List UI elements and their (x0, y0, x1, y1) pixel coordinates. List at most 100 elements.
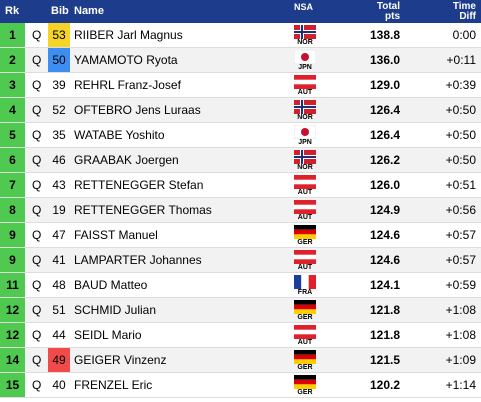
time-diff: +0:59 (445, 278, 476, 292)
nsa-code: AUT (297, 89, 313, 96)
result-row: 5 Q 35 WATABE Yoshito JPN 126.4 +0:50 (0, 123, 481, 148)
total-points: 126.4 (369, 103, 400, 117)
total-points: 124.6 (369, 228, 400, 242)
qualified: Q (32, 328, 42, 342)
header-total: Total (376, 1, 400, 12)
qualified: Q (32, 303, 42, 317)
rank: 5 (0, 123, 25, 147)
time-diff: +1:08 (445, 303, 476, 317)
rank: 8 (0, 198, 25, 222)
nsa-code: JPN (298, 64, 312, 71)
rank: 14 (0, 348, 25, 372)
time-diff: +1:14 (445, 378, 476, 392)
nsa-code: GER (297, 389, 313, 396)
result-row: 12 Q 44 SEIDL Mario AUT 121.8 +1:08 (0, 323, 481, 348)
athlete-name: LAMPARTER Johannes (74, 253, 202, 267)
flag (294, 250, 316, 264)
bib: 46 (52, 153, 66, 167)
athlete-name: RIIBER Jarl Magnus (74, 28, 183, 42)
flag (294, 50, 316, 64)
header-bib: Bib (51, 5, 69, 17)
athlete-name: GEIGER Vinzenz (74, 353, 167, 367)
total-points: 138.8 (369, 28, 400, 42)
header-name: Name (74, 5, 104, 17)
qualified: Q (32, 153, 42, 167)
result-row: 12 Q 51 SCHMID Julian GER 121.8 +1:08 (0, 298, 481, 323)
nsa-code: GER (297, 364, 313, 371)
qualified: Q (32, 378, 42, 392)
nsa-code: FRA (297, 289, 313, 296)
rank: 6 (0, 148, 25, 172)
time-diff: +0:39 (445, 78, 476, 92)
bib: 51 (52, 303, 66, 317)
header-nsa: NSA (294, 2, 314, 12)
result-row: 7 Q 43 RETTENEGGER Stefan AUT 126.0 +0:51 (0, 173, 481, 198)
time-diff: +0:11 (446, 53, 476, 67)
flag (294, 300, 316, 314)
qualified: Q (32, 53, 42, 67)
time-diff: 0:00 (452, 28, 476, 42)
result-row: 11 Q 48 BAUD Matteo FRA 124.1 +0:59 (0, 273, 481, 298)
nsa-code: AUT (297, 214, 313, 221)
time-diff: +0:56 (445, 203, 476, 217)
time-diff: +0:57 (445, 228, 476, 242)
flag (294, 225, 316, 239)
bib: 44 (52, 328, 66, 342)
total-points: 121.8 (369, 328, 400, 342)
bib: 39 (52, 78, 66, 92)
header-diff: Diff (459, 11, 476, 22)
total-points: 126.0 (369, 178, 400, 192)
flag (294, 175, 316, 189)
bib: 52 (52, 103, 66, 117)
result-row: 4 Q 52 OFTEBRO Jens Luraas NOR 126.4 +0:50 (0, 98, 481, 123)
nsa-code: AUT (297, 339, 313, 346)
nsa-code: JPN (298, 139, 312, 146)
total-points: 126.2 (369, 153, 400, 167)
bib: 41 (52, 253, 66, 267)
bib: 48 (52, 278, 66, 292)
flag (294, 75, 316, 89)
flag (294, 325, 316, 339)
time-diff: +1:09 (445, 353, 476, 367)
nsa-code: GER (297, 239, 313, 246)
qualified: Q (32, 28, 42, 42)
bib: 53 (48, 23, 70, 47)
time-diff: +0:50 (445, 128, 476, 142)
result-row: 3 Q 39 REHRL Franz-Josef AUT 129.0 +0:39 (0, 73, 481, 98)
athlete-name: BAUD Matteo (74, 278, 148, 292)
athlete-name: RETTENEGGER Stefan (74, 178, 204, 192)
total-points: 124.6 (369, 253, 400, 267)
nsa-code: NOR (297, 114, 313, 121)
bib: 35 (52, 128, 66, 142)
time-diff: +0:50 (445, 153, 476, 167)
flag (294, 200, 316, 214)
athlete-name: WATABE Yoshito (74, 128, 165, 142)
flag (294, 100, 316, 114)
athlete-name: YAMAMOTO Ryota (74, 53, 178, 67)
rank: 4 (0, 98, 25, 122)
rank: 15 (0, 373, 25, 397)
rank: 3 (0, 73, 25, 97)
athlete-name: FRENZEL Eric (74, 378, 153, 392)
total-points: 121.8 (369, 303, 400, 317)
total-points: 136.0 (369, 53, 400, 67)
result-row: 6 Q 46 GRAABAK Joergen NOR 126.2 +0:50 (0, 148, 481, 173)
result-row: 9 Q 47 FAISST Manuel GER 124.6 +0:57 (0, 223, 481, 248)
qualified: Q (32, 78, 42, 92)
result-row: 14 Q 49 GEIGER Vinzenz GER 121.5 +1:09 (0, 348, 481, 373)
time-diff: +1:08 (445, 328, 476, 342)
result-row: 9 Q 41 LAMPARTER Johannes AUT 124.6 +0:57 (0, 248, 481, 273)
bib: 43 (52, 178, 66, 192)
bib: 40 (52, 378, 66, 392)
total-points: 124.1 (369, 278, 400, 292)
bib: 50 (48, 48, 70, 72)
time-diff: +0:57 (445, 253, 476, 267)
flag (294, 375, 316, 389)
total-points: 120.2 (369, 378, 400, 392)
rank: 12 (0, 298, 25, 322)
total-points: 129.0 (369, 78, 400, 92)
athlete-name: GRAABAK Joergen (74, 153, 179, 167)
rank: 9 (0, 248, 25, 272)
qualified: Q (32, 103, 42, 117)
